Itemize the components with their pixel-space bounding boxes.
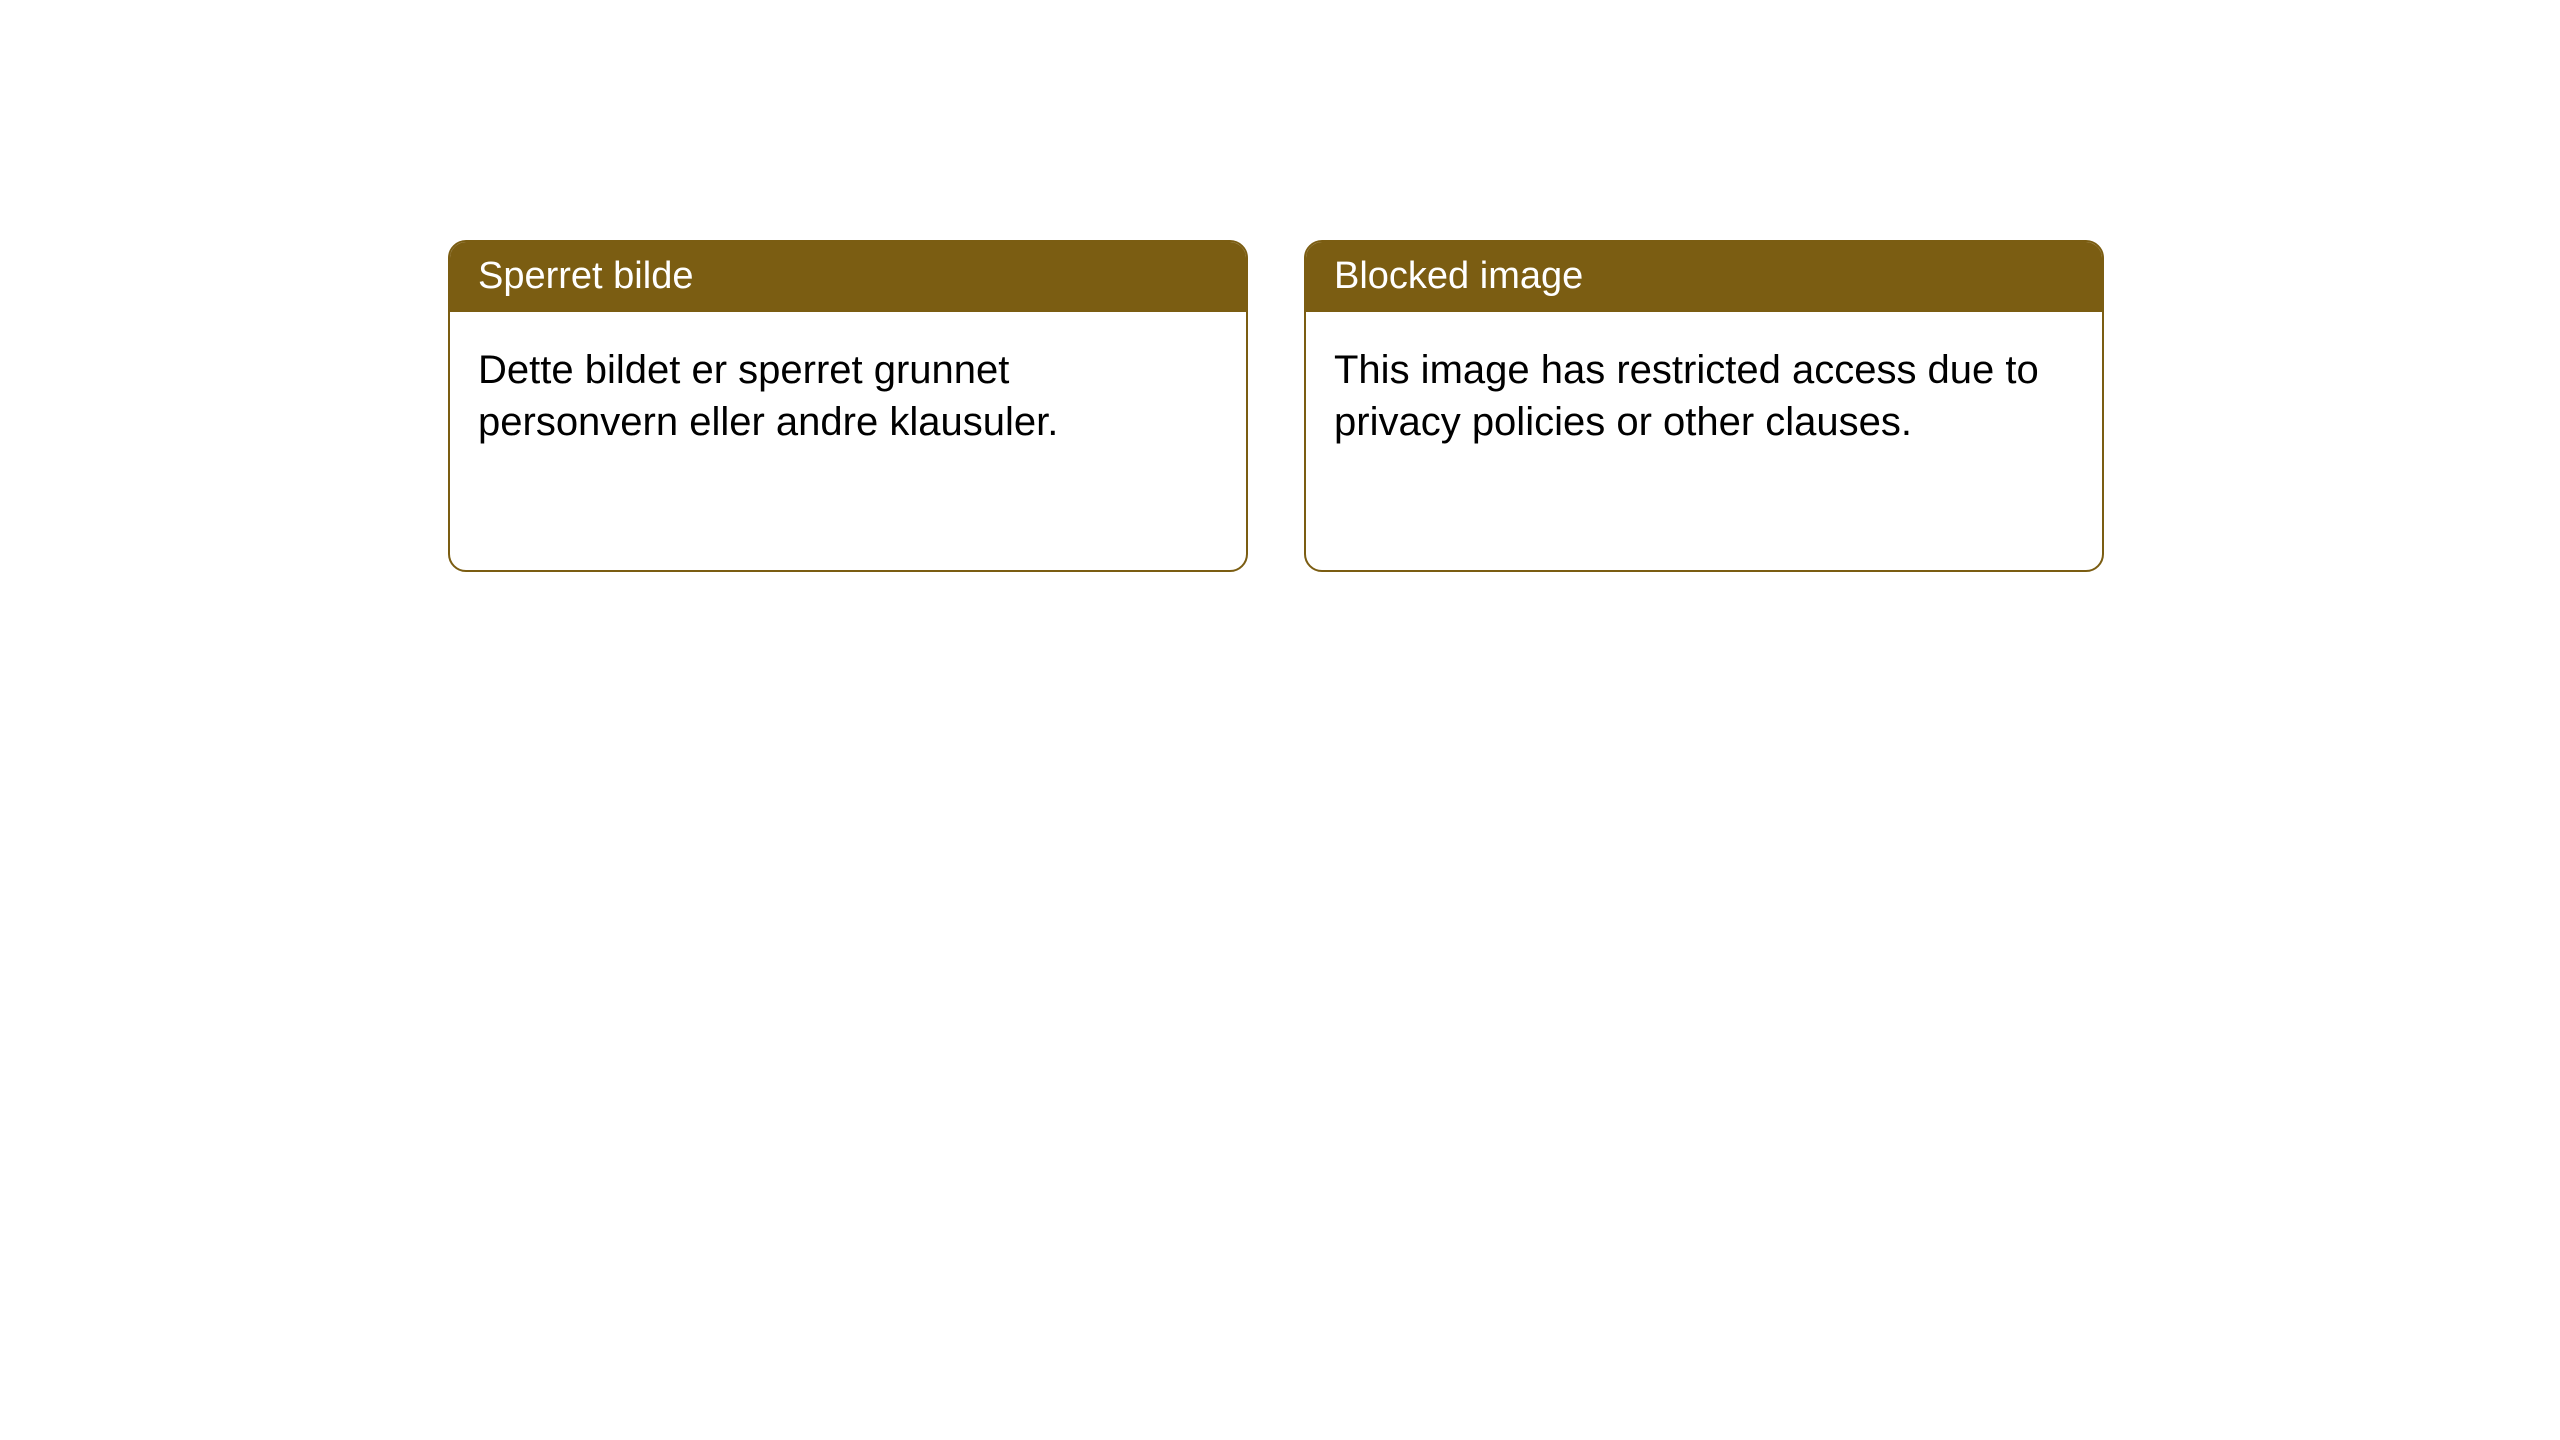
notice-container: Sperret bilde Dette bildet er sperret gr… — [448, 240, 2104, 572]
notice-header-en: Blocked image — [1306, 242, 2102, 312]
notice-header-no: Sperret bilde — [450, 242, 1246, 312]
notice-header-text-no: Sperret bilde — [478, 255, 693, 297]
notice-card-en: Blocked image This image has restricted … — [1304, 240, 2104, 572]
notice-body-en: This image has restricted access due to … — [1306, 312, 2102, 482]
notice-body-no: Dette bildet er sperret grunnet personve… — [450, 312, 1246, 482]
notice-body-text-en: This image has restricted access due to … — [1334, 348, 2039, 445]
notice-header-text-en: Blocked image — [1334, 255, 1583, 297]
notice-body-text-no: Dette bildet er sperret grunnet personve… — [478, 348, 1058, 445]
notice-card-no: Sperret bilde Dette bildet er sperret gr… — [448, 240, 1248, 572]
